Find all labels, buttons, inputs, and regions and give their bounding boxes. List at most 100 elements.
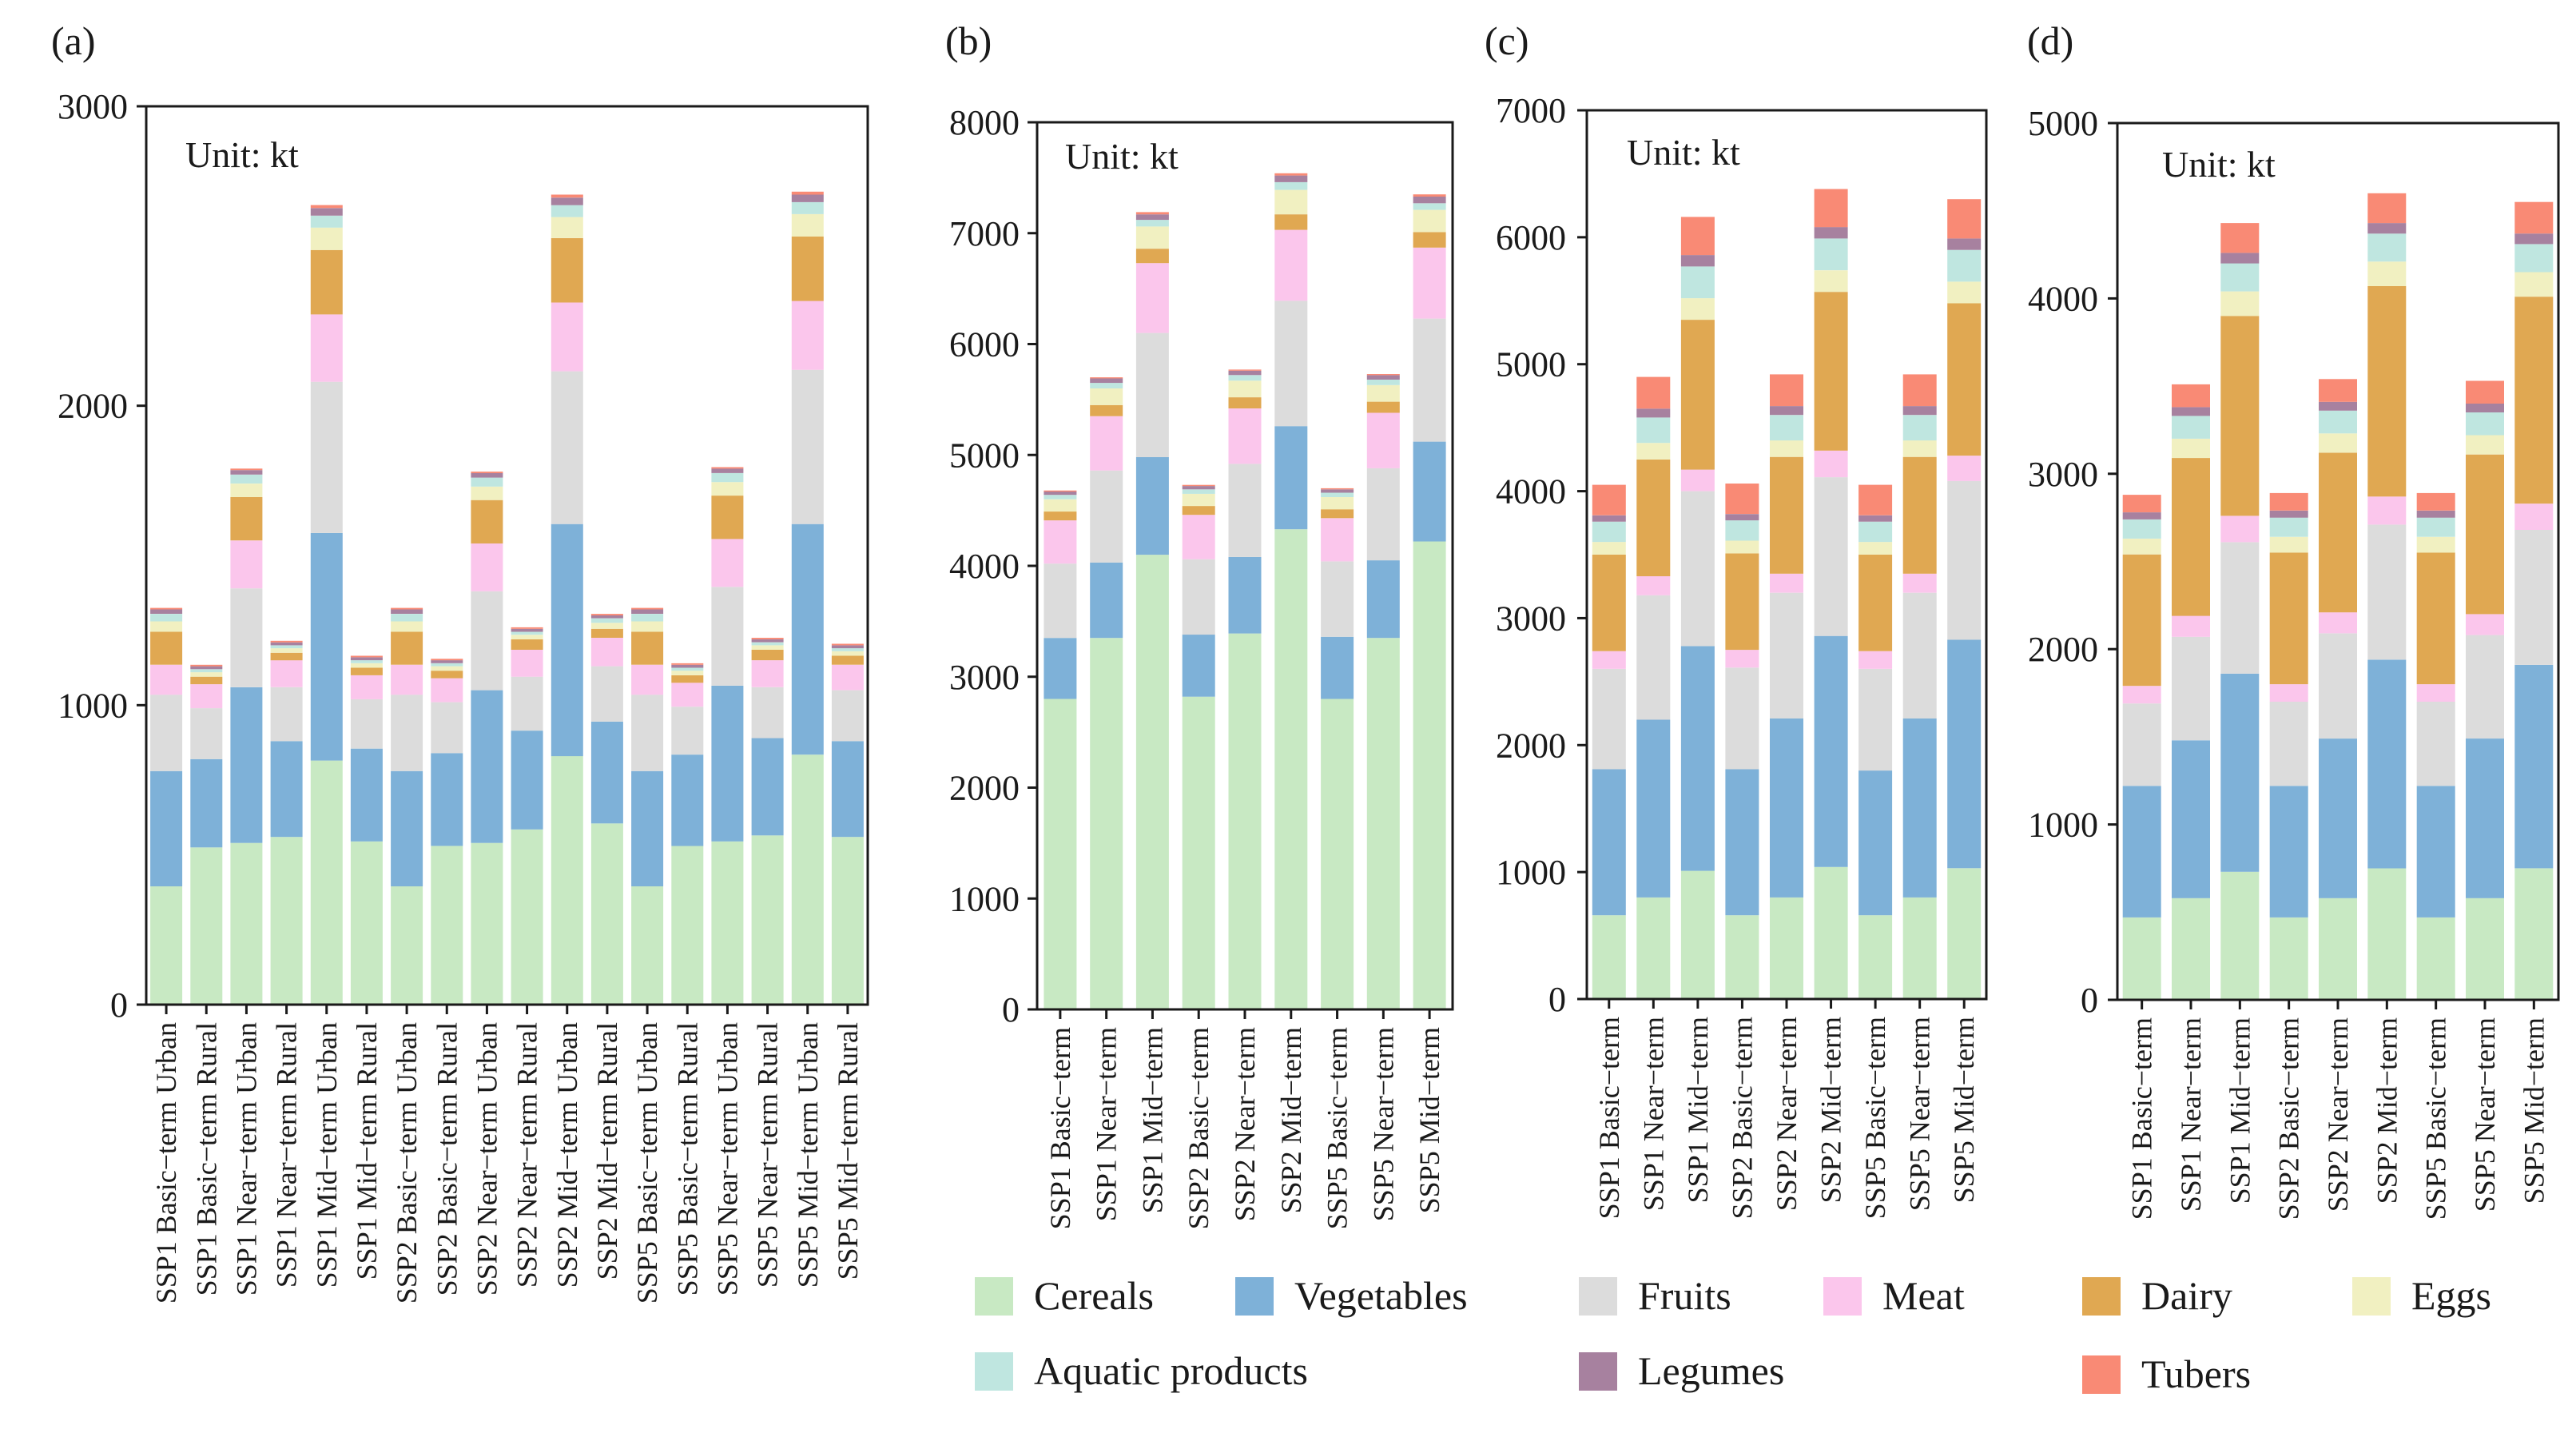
x-tick-label: SSP2 Basic−term Rural xyxy=(431,1022,463,1296)
x-tick-label: SSP1 Near−term xyxy=(1637,1017,1669,1211)
bar-aquatic-products xyxy=(2122,519,2161,539)
bar-meat xyxy=(1902,573,1937,593)
bar-eggs xyxy=(1592,542,1626,555)
bar-tubers xyxy=(270,640,303,643)
legend-item-tubers: Tubers xyxy=(2082,1351,2251,1396)
x-tick-label: SSP1 Basic−term Rural xyxy=(190,1022,222,1296)
bar-tubers xyxy=(310,205,343,209)
x-tick-label: SSP5 Mid−term xyxy=(1948,1017,1980,1203)
bar-dairy xyxy=(1592,555,1626,651)
bar-cereals xyxy=(631,886,664,1005)
bar-cereals xyxy=(1044,699,1077,1009)
bar-dairy xyxy=(1902,456,1937,574)
bar-aquatic-products xyxy=(671,667,704,671)
bar-tubers xyxy=(1044,490,1077,492)
bar-eggs xyxy=(391,621,423,632)
bar-fruits xyxy=(1044,563,1077,639)
x-tick-label: SSP2 Mid−term xyxy=(1275,1027,1307,1213)
bar-eggs xyxy=(1902,440,1937,457)
bar-fruits xyxy=(190,708,223,759)
bar-cereals xyxy=(230,842,263,1005)
bar-vegetables xyxy=(230,687,263,843)
x-tick-label: SSP5 Mid−term xyxy=(1413,1027,1445,1213)
legend-label: Eggs xyxy=(2411,1273,2491,1318)
x-tick-label: SSP2 Near−term xyxy=(2322,1017,2354,1212)
bar-dairy xyxy=(2514,297,2554,504)
bar-legumes xyxy=(2466,404,2504,412)
bar-meat xyxy=(190,684,223,709)
bar-dairy xyxy=(831,655,864,665)
bar-dairy xyxy=(1814,292,1848,451)
bar-meat xyxy=(471,543,503,591)
x-tick-label: SSP1 Basic−term xyxy=(1044,1027,1076,1229)
legend-item-fruits: Fruits xyxy=(1579,1273,1731,1318)
bar-vegetables xyxy=(590,721,623,824)
bar-fruits xyxy=(1770,592,1803,718)
bar-eggs xyxy=(2269,536,2308,553)
bar-tubers xyxy=(2172,384,2210,408)
legend-swatch xyxy=(1823,1277,1862,1316)
bar-fruits xyxy=(551,371,583,524)
bar-eggs xyxy=(1366,384,1400,402)
bar-cereals xyxy=(1680,870,1715,999)
bar-dairy xyxy=(1858,555,1893,651)
bar-eggs xyxy=(431,666,463,671)
x-tick-label: SSP1 Near−term Urban xyxy=(230,1022,262,1296)
bar-tubers xyxy=(551,194,583,198)
y-tick-label: 5000 xyxy=(1496,345,1566,384)
bar-fruits xyxy=(230,588,263,687)
bar-tubers xyxy=(511,627,543,629)
bar-cereals xyxy=(2514,868,2554,1000)
y-tick-label: 3000 xyxy=(1496,599,1566,638)
bar-dairy xyxy=(310,249,343,315)
bar-meat xyxy=(1366,412,1400,468)
bar-tubers xyxy=(590,614,623,615)
bar-eggs xyxy=(2466,435,2504,455)
bar-fruits xyxy=(1228,464,1262,557)
bar-legumes xyxy=(1135,214,1169,221)
bar-legumes xyxy=(1090,378,1123,384)
bar-aquatic-products xyxy=(1182,489,1215,494)
bar-eggs xyxy=(350,663,383,668)
bar-aquatic-products xyxy=(1770,415,1803,441)
bar-fruits xyxy=(671,707,704,755)
panel-label: (b) xyxy=(945,18,992,63)
unit-label: Unit: kt xyxy=(2162,144,2276,185)
legend-swatch xyxy=(2082,1277,2121,1316)
bar-eggs xyxy=(1858,542,1893,555)
bar-vegetables xyxy=(2466,738,2504,898)
bar-aquatic-products xyxy=(631,614,664,622)
bar-vegetables xyxy=(2319,738,2357,898)
bar-cereals xyxy=(791,754,824,1005)
bar-cereals xyxy=(2367,868,2407,1000)
bar-legumes xyxy=(1902,406,1937,416)
bar-meat xyxy=(671,683,704,707)
y-tick-label: 0 xyxy=(1548,980,1566,1019)
bar-meat xyxy=(2416,684,2455,702)
bar-eggs xyxy=(751,645,784,650)
bar-legumes xyxy=(230,470,263,475)
bar-dairy xyxy=(1135,249,1169,264)
bar-meat xyxy=(511,650,543,677)
bars xyxy=(2122,193,2554,1000)
y-tick-label: 5000 xyxy=(949,436,1020,475)
bar-legumes xyxy=(2269,510,2308,518)
y-tick-label: 4000 xyxy=(1496,472,1566,512)
bar-cereals xyxy=(1366,638,1400,1009)
bar-dairy xyxy=(350,667,383,675)
bar-vegetables xyxy=(2122,786,2161,918)
bar-cereals xyxy=(471,842,503,1005)
bar-dairy xyxy=(2319,452,2357,613)
x-tick-label: SSP5 Basic−term Rural xyxy=(671,1022,703,1296)
bar-eggs xyxy=(791,213,824,237)
bar-vegetables xyxy=(1366,560,1400,639)
bar-eggs xyxy=(1044,499,1077,512)
bar-cereals xyxy=(1182,696,1215,1009)
unit-label: Unit: kt xyxy=(1627,132,1740,173)
bar-dairy xyxy=(150,631,183,665)
bar-fruits xyxy=(431,702,463,754)
legend-item-eggs: Eggs xyxy=(2352,1273,2491,1318)
bar-cereals xyxy=(150,886,183,1005)
x-tick-label: SSP2 Near−term xyxy=(1771,1017,1803,1211)
bar-dairy xyxy=(631,631,664,665)
